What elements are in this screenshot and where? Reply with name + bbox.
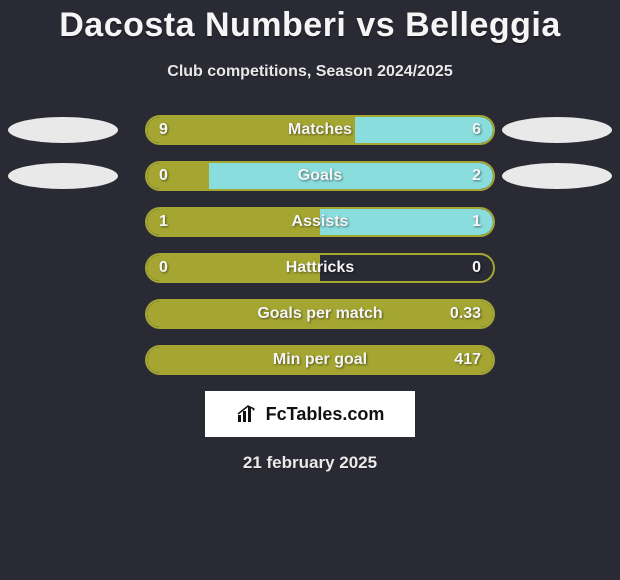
bar-fill-left [147,163,209,189]
stat-value-left: 1 [159,209,168,235]
logo-text-main: Tables [287,404,343,424]
bar-fill-left [147,347,493,373]
stat-value-right: 0 [472,255,481,281]
stat-bar: Min per goal417 [145,345,495,375]
bar-fill-left [147,255,320,281]
date-label: 21 february 2025 [10,453,610,473]
stat-value-right: 2 [472,163,481,189]
stat-row: Matches96 [10,115,610,145]
player-left-badge [8,117,118,143]
stat-bar: Hattricks00 [145,253,495,283]
stat-value-right: 0.33 [450,301,481,327]
stat-value-right: 417 [454,347,481,373]
stat-row: Min per goal417 [10,345,610,375]
stat-row: Goals per match0.33 [10,299,610,329]
stat-value-left: 0 [159,163,168,189]
logo-text: FcTables.com [266,404,385,425]
site-logo: FcTables.com [205,391,415,437]
stat-value-left: 0 [159,255,168,281]
stat-row: Hattricks00 [10,253,610,283]
bar-fill-right [320,209,493,235]
bar-fill-right [209,163,493,189]
stat-bar: Assists11 [145,207,495,237]
stats-rows: Matches96Goals02Assists11Hattricks00Goal… [10,115,610,375]
stat-value-right: 1 [472,209,481,235]
title: Dacosta Numberi vs Belleggia [10,0,610,45]
bar-fill-left [147,117,355,143]
stat-row: Goals02 [10,161,610,191]
player-left-badge [8,163,118,189]
bar-fill-left [147,209,320,235]
player-right-badge [502,117,612,143]
stat-bar: Goals per match0.33 [145,299,495,329]
stat-value-right: 6 [472,117,481,143]
bar-fill-left [147,301,493,327]
logo-text-suffix: .com [342,404,384,424]
logo-text-prefix: Fc [266,404,287,424]
stat-row: Assists11 [10,207,610,237]
player-right-badge [502,163,612,189]
stat-bar: Goals02 [145,161,495,191]
chart-icon [236,404,260,424]
stat-bar: Matches96 [145,115,495,145]
subtitle: Club competitions, Season 2024/2025 [10,63,610,81]
infographic-root: Dacosta Numberi vs Belleggia Club compet… [0,0,620,473]
stat-value-left: 9 [159,117,168,143]
